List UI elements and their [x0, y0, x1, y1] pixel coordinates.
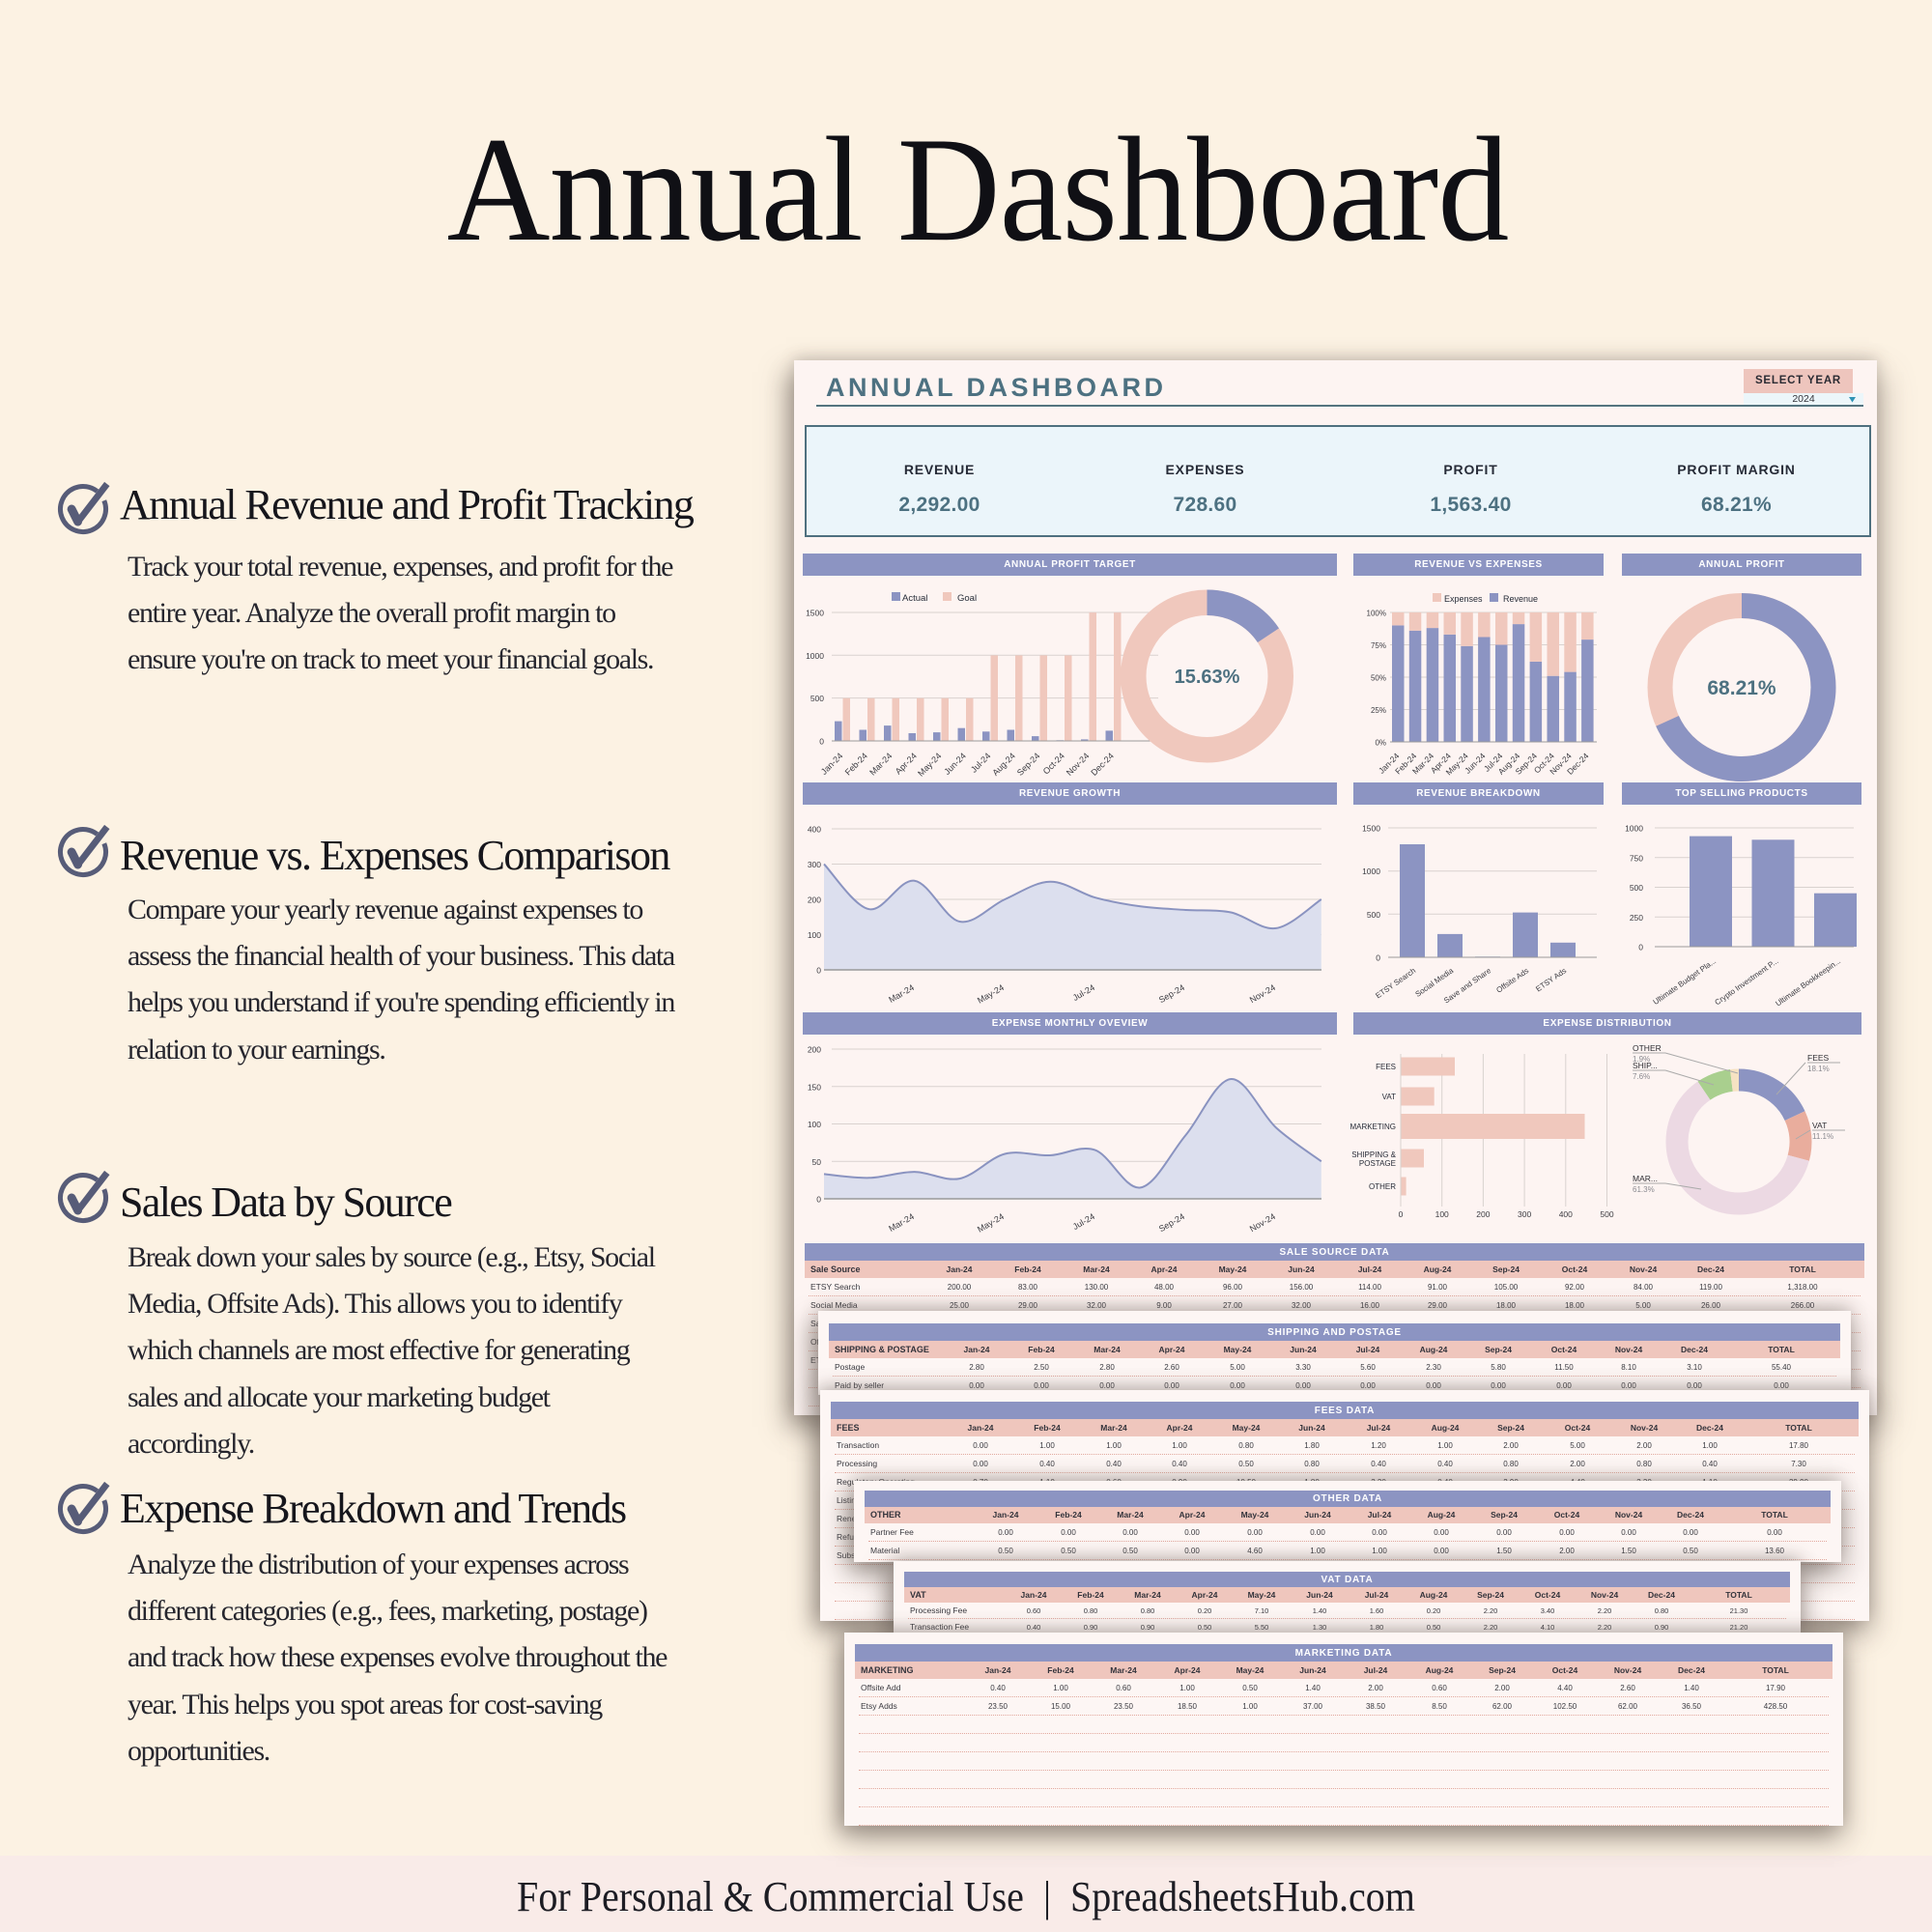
svg-text:MAR...: MAR...	[1633, 1174, 1658, 1183]
svg-text:Aug-24: Aug-24	[990, 751, 1017, 778]
svg-text:Crypto Investment P...: Crypto Investment P...	[1714, 956, 1780, 1007]
svg-text:11.1%: 11.1%	[1812, 1132, 1833, 1141]
svg-text:Offsite Ads: Offsite Ads	[1494, 966, 1530, 994]
svg-text:250: 250	[1630, 913, 1643, 923]
svg-text:300: 300	[1518, 1209, 1531, 1219]
svg-text:Mar-24: Mar-24	[887, 982, 916, 1005]
svg-text:1.9%: 1.9%	[1633, 1055, 1650, 1064]
svg-text:200: 200	[808, 895, 821, 905]
svg-text:Sep-24: Sep-24	[1157, 982, 1186, 1005]
svg-text:Expenses: Expenses	[1444, 594, 1483, 604]
svg-text:Ultimate Bookkeepin...: Ultimate Bookkeepin...	[1774, 956, 1842, 1008]
svg-text:FEES: FEES	[1376, 1063, 1396, 1071]
svg-text:Sep-24: Sep-24	[1015, 751, 1042, 778]
svg-text:400: 400	[808, 825, 821, 835]
svg-text:Jan-24: Jan-24	[819, 751, 845, 777]
svg-text:POSTAGE: POSTAGE	[1359, 1159, 1396, 1168]
svg-text:VAT: VAT	[1382, 1093, 1396, 1101]
svg-text:400: 400	[1559, 1209, 1573, 1219]
svg-text:150: 150	[808, 1082, 821, 1092]
svg-text:Oct-24: Oct-24	[1041, 751, 1066, 776]
svg-text:May-24: May-24	[976, 982, 1006, 1006]
svg-text:1500: 1500	[806, 609, 824, 618]
svg-text:Jun-24: Jun-24	[942, 751, 968, 777]
svg-text:Mar-24: Mar-24	[887, 1211, 916, 1234]
svg-text:25%: 25%	[1371, 706, 1386, 715]
svg-text:Dec-24: Dec-24	[1089, 751, 1116, 778]
svg-text:May-24: May-24	[976, 1211, 1006, 1235]
svg-text:200: 200	[808, 1045, 821, 1055]
svg-text:50: 50	[812, 1157, 822, 1167]
svg-text:SHIPPING &: SHIPPING &	[1351, 1151, 1396, 1159]
svg-text:OTHER: OTHER	[1369, 1182, 1396, 1191]
svg-text:1000: 1000	[1362, 867, 1380, 876]
svg-text:Actual: Actual	[902, 593, 927, 604]
svg-text:500: 500	[810, 694, 824, 703]
svg-text:500: 500	[1630, 883, 1643, 893]
svg-text:61.3%: 61.3%	[1633, 1185, 1655, 1194]
svg-text:Jul-24: Jul-24	[1071, 982, 1096, 1003]
svg-text:Mar-24: Mar-24	[867, 751, 894, 777]
svg-text:1000: 1000	[806, 651, 824, 661]
svg-text:750: 750	[1630, 853, 1643, 863]
svg-text:FEES: FEES	[1807, 1053, 1830, 1063]
svg-text:Nov-24: Nov-24	[1248, 982, 1277, 1005]
svg-text:0: 0	[1376, 953, 1380, 963]
svg-text:OTHER: OTHER	[1633, 1043, 1662, 1053]
svg-text:0%: 0%	[1375, 739, 1386, 748]
svg-text:100: 100	[1435, 1209, 1449, 1219]
svg-text:68.21%: 68.21%	[1707, 677, 1776, 699]
svg-text:0: 0	[819, 737, 824, 747]
svg-text:0: 0	[816, 1195, 821, 1205]
svg-text:100%: 100%	[1367, 610, 1386, 618]
svg-text:SHIP...: SHIP...	[1633, 1061, 1658, 1070]
svg-text:VAT: VAT	[1812, 1121, 1827, 1130]
svg-text:100: 100	[808, 1120, 821, 1129]
svg-text:1000: 1000	[1625, 824, 1643, 834]
svg-text:Goal: Goal	[957, 593, 977, 604]
svg-text:Apr-24: Apr-24	[894, 751, 919, 776]
svg-text:200: 200	[1476, 1209, 1490, 1219]
svg-text:500: 500	[1600, 1209, 1613, 1219]
svg-text:ETSY Ads: ETSY Ads	[1534, 966, 1568, 993]
svg-text:MARKETING: MARKETING	[1350, 1122, 1396, 1131]
svg-text:0: 0	[1638, 943, 1643, 952]
svg-text:1500: 1500	[1362, 824, 1380, 834]
svg-text:Sep-24: Sep-24	[1157, 1211, 1186, 1234]
svg-text:Ultimate Budget Pla...: Ultimate Budget Pla...	[1652, 956, 1719, 1007]
svg-text:Nov-24: Nov-24	[1065, 751, 1092, 778]
svg-text:Jul-24: Jul-24	[1071, 1211, 1096, 1232]
svg-text:15.63%: 15.63%	[1175, 667, 1240, 688]
svg-text:Nov-24: Nov-24	[1248, 1211, 1277, 1234]
svg-text:18.1%: 18.1%	[1807, 1065, 1830, 1073]
svg-text:50%: 50%	[1371, 674, 1386, 683]
svg-text:Revenue: Revenue	[1503, 594, 1538, 604]
svg-text:0: 0	[816, 966, 821, 976]
svg-text:75%: 75%	[1371, 641, 1386, 650]
svg-text:300: 300	[808, 860, 821, 869]
svg-text:7.6%: 7.6%	[1633, 1072, 1650, 1081]
svg-text:100: 100	[808, 930, 821, 940]
svg-text:May-24: May-24	[916, 751, 943, 778]
svg-text:ETSY Search: ETSY Search	[1374, 966, 1417, 1000]
svg-text:Feb-24: Feb-24	[843, 751, 869, 777]
svg-text:500: 500	[1367, 910, 1380, 920]
svg-text:0: 0	[1399, 1209, 1404, 1219]
svg-text:Jul-24: Jul-24	[969, 751, 992, 774]
